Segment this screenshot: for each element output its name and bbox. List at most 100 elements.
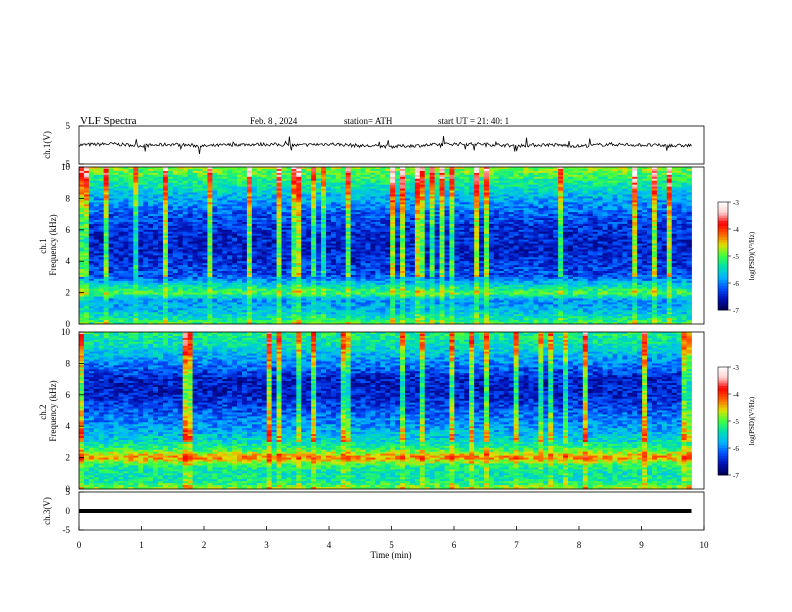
spectrogram-cell bbox=[256, 310, 263, 313]
spectrogram-cell bbox=[365, 208, 371, 211]
spectrogram-cell bbox=[98, 200, 105, 203]
spectrogram-cell bbox=[261, 188, 268, 191]
spectrogram-cell bbox=[296, 280, 302, 284]
spectrogram-cell bbox=[321, 229, 327, 233]
spectrogram-cell bbox=[153, 229, 159, 233]
spectrogram-cell bbox=[79, 257, 85, 260]
spectrogram-cell bbox=[261, 292, 268, 295]
spectrogram-cell bbox=[158, 251, 164, 254]
spectrogram-cell bbox=[242, 292, 248, 295]
spectrogram-cell bbox=[266, 172, 273, 176]
spectrogram-cell bbox=[153, 216, 159, 219]
spectrogram-cell bbox=[261, 218, 268, 221]
spectrogram-cell bbox=[113, 212, 119, 215]
spectrogram-cell bbox=[291, 249, 297, 252]
spectrogram-cell bbox=[123, 296, 129, 299]
spectrogram-cell bbox=[311, 269, 317, 272]
spectrogram-cell bbox=[316, 231, 322, 235]
spectrogram-cell bbox=[365, 269, 371, 272]
spectrogram-cell bbox=[148, 249, 154, 252]
spectrogram-cell bbox=[227, 178, 233, 182]
spectrogram-cell bbox=[246, 227, 253, 231]
spectrogram-cell bbox=[306, 308, 312, 311]
spectrogram-cell bbox=[172, 318, 179, 321]
spectrogram-cell bbox=[177, 214, 184, 217]
spectrogram-cell bbox=[83, 308, 90, 311]
spectrogram-cell bbox=[123, 320, 129, 323]
spectrogram-cell bbox=[256, 300, 263, 303]
spectrogram-cell bbox=[306, 263, 312, 266]
spectrogram-cell bbox=[266, 241, 273, 244]
spectrogram-cell bbox=[370, 227, 376, 231]
spectrogram-cell bbox=[202, 300, 208, 303]
spectrogram-cell bbox=[370, 286, 376, 290]
spectrogram-cell bbox=[286, 208, 292, 211]
spectrogram-cell bbox=[291, 186, 297, 189]
spectrogram-cell bbox=[197, 282, 203, 286]
spectrogram-cell bbox=[256, 198, 263, 201]
spectrogram-cell bbox=[271, 308, 277, 311]
spectrogram-cell bbox=[266, 202, 273, 205]
spectrogram-cell bbox=[207, 214, 213, 217]
spectrogram-cell bbox=[207, 300, 213, 303]
spectrogram-cell bbox=[123, 180, 129, 184]
spectrogram-cell bbox=[246, 306, 253, 309]
spectrogram-cell bbox=[316, 188, 322, 191]
spectrogram-cell bbox=[335, 196, 342, 199]
spectrogram-cell bbox=[370, 302, 376, 305]
spectrogram-cell bbox=[311, 212, 317, 215]
spectrogram-cell bbox=[138, 310, 144, 313]
spectrogram-cell bbox=[133, 300, 139, 303]
spectrogram-cell bbox=[108, 188, 114, 191]
spectrogram-cell bbox=[138, 227, 144, 231]
spectrogram-cell bbox=[251, 196, 258, 199]
spectrogram-cell bbox=[301, 227, 307, 231]
spectrogram-cell bbox=[98, 316, 105, 319]
spectrogram-cell bbox=[355, 184, 361, 188]
spectrogram-cell bbox=[321, 286, 327, 290]
spectrogram-cell bbox=[375, 312, 381, 315]
spectrogram-cell bbox=[143, 235, 149, 239]
spectrogram-cell bbox=[301, 239, 307, 242]
spectrogram-cell bbox=[143, 182, 149, 186]
spectrogram-cell bbox=[222, 218, 228, 221]
spectrogram-cell bbox=[375, 306, 381, 309]
spectrogram-cell bbox=[123, 184, 129, 188]
spectrogram-cell bbox=[172, 172, 179, 176]
spectrogram-cell bbox=[207, 290, 213, 293]
spectrogram-cell bbox=[330, 237, 337, 241]
spectrogram-cell bbox=[138, 182, 144, 186]
spectrogram-cell bbox=[93, 210, 100, 213]
spectrogram-cell bbox=[172, 276, 179, 280]
spectrogram-cell bbox=[311, 223, 317, 227]
spectrogram-cell bbox=[88, 249, 95, 252]
spectrogram-cell bbox=[212, 312, 218, 315]
spectrogram-cell bbox=[98, 227, 105, 231]
spectrogram-cell bbox=[227, 241, 233, 244]
spectrogram-cell bbox=[291, 312, 297, 315]
spectrogram-cell bbox=[350, 186, 357, 189]
spectrogram-cell bbox=[266, 208, 273, 211]
spectrogram-cell bbox=[202, 229, 208, 233]
spectrogram-cell bbox=[281, 257, 287, 260]
spectrogram-cell bbox=[177, 322, 184, 325]
spectrogram-cell bbox=[311, 292, 317, 295]
spectrogram-cell bbox=[232, 192, 238, 195]
spectrogram-cell bbox=[123, 272, 129, 276]
spectrogram-cell bbox=[98, 292, 105, 295]
spectrogram-cell bbox=[83, 239, 90, 242]
spectrogram-cell bbox=[222, 259, 228, 262]
spectrogram-cell bbox=[138, 280, 144, 284]
spectrogram-cell bbox=[345, 206, 352, 209]
spectrogram-cell bbox=[271, 284, 277, 288]
spectrogram-cell bbox=[306, 212, 312, 215]
spectrogram-cell bbox=[98, 178, 105, 182]
spectrogram-cell bbox=[291, 233, 297, 237]
spectrogram-cell bbox=[266, 204, 273, 207]
spectrogram-cell bbox=[365, 210, 371, 213]
spectrogram-cell bbox=[261, 190, 268, 193]
spectrogram-cell bbox=[306, 176, 312, 180]
spectrogram-cell bbox=[133, 167, 139, 170]
spectrogram-cell bbox=[177, 243, 184, 246]
spectrogram-cell bbox=[222, 316, 228, 319]
